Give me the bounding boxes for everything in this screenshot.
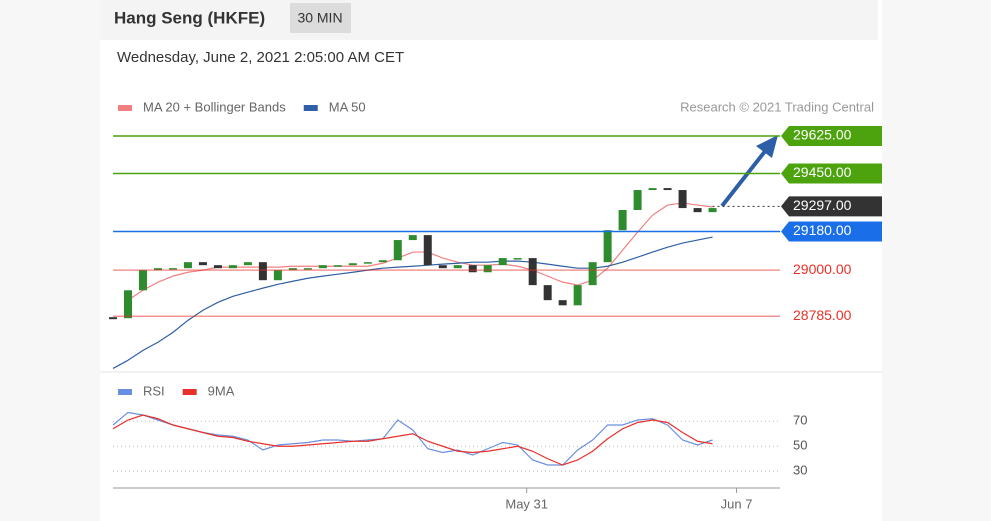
candle [288,268,297,271]
legend-label: MA 20 + Bollinger Bands [143,99,286,114]
candle [123,290,132,319]
legend-label: 9MA [208,383,235,398]
candle [198,262,207,266]
legend-swatch [118,105,132,111]
candle [393,240,402,261]
candle [633,190,642,211]
candle [318,265,327,269]
candle [363,262,372,264]
candle [333,265,342,267]
candle [513,258,522,260]
candle [438,265,447,269]
candle [543,285,552,301]
candle [168,268,177,270]
y-tick-label: 30 [793,463,807,478]
legend-swatch [303,105,318,111]
level-label: 29297.00 [793,197,852,213]
candle [243,262,252,266]
candle [648,188,657,191]
candle [423,235,432,266]
level-badge [781,221,882,242]
series-line [112,411,713,466]
candle [183,262,192,269]
y-tick-label: 50 [793,438,807,453]
source: Research © 2021 Trading Central [680,99,874,114]
series-line [127,202,713,301]
candle [588,262,597,286]
candle [483,265,492,273]
candle [558,300,567,306]
candle [708,208,717,213]
x-tick-label: May 31 [505,496,548,511]
level-label: 28785.00 [793,307,852,323]
title: Hang Seng (HKFE) [114,8,265,27]
candle [348,263,357,266]
level-label: 29450.00 [793,164,852,180]
candle [378,260,387,263]
candle [528,258,537,286]
legend-swatch [118,389,132,395]
candle [573,285,582,306]
candle [258,262,267,281]
candle [678,190,687,209]
arrow-head [756,135,778,158]
series-line [112,236,713,369]
level-badge [781,163,882,184]
series-line [112,414,713,466]
level-badge [781,196,882,217]
arrow [720,148,768,208]
candle [408,235,417,241]
x-tick-label: Jun 7 [721,496,753,511]
interval[interactable]: 30 MIN [297,10,342,26]
candle [213,265,222,269]
candle [693,208,702,213]
candle [498,258,507,266]
legend-swatch [182,389,197,395]
level-label: 29180.00 [793,222,852,238]
candle [138,270,147,291]
level-badge [781,125,882,146]
candle [468,265,477,273]
candle [663,188,672,191]
interval-badge[interactable] [290,3,351,33]
level-label: 29625.00 [793,127,852,143]
panel [100,0,882,521]
legend-label: MA 50 [329,99,366,114]
date: Wednesday, June 2, 2021 2:05:00 AM CET [117,49,404,66]
legend-label: RSI [143,383,165,398]
candle [303,268,312,270]
candle [603,230,612,263]
header-bar [100,0,878,40]
candle [453,265,462,269]
candle [618,210,627,231]
candle [109,317,117,320]
candle [273,270,282,281]
y-tick-label: 70 [793,413,807,428]
candle [228,265,237,269]
level-label: 29000.00 [793,261,852,277]
candle [153,268,162,271]
